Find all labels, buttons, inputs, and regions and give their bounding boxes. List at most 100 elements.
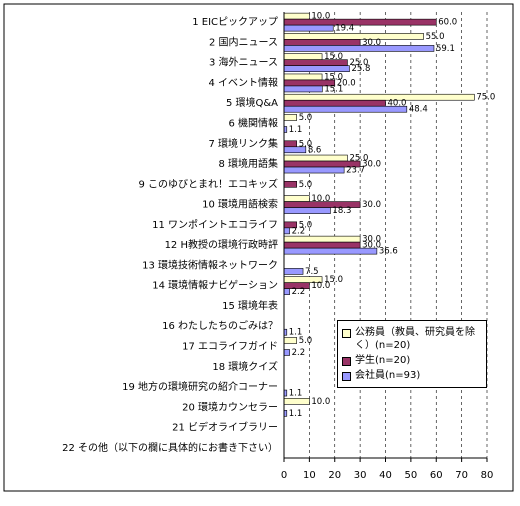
value-label: 5.0 bbox=[299, 180, 313, 190]
x-tick-label: 30 bbox=[354, 470, 367, 481]
x-tick-label: 10 bbox=[303, 470, 316, 481]
bar bbox=[283, 288, 290, 295]
y-tick-label: 10 環境用語検索 bbox=[202, 198, 278, 211]
value-label: 60.0 bbox=[438, 18, 457, 28]
value-label: 10.0 bbox=[311, 397, 330, 407]
legend-item: 公務員（教員、研究員を除く）(n=20) bbox=[342, 326, 482, 352]
value-label: 7.5 bbox=[305, 267, 319, 277]
bar bbox=[283, 65, 350, 72]
value-label: 18.3 bbox=[332, 206, 351, 216]
bar bbox=[283, 166, 345, 174]
y-tick-label: 4 イベント情報 bbox=[208, 76, 278, 89]
value-label: 8.6 bbox=[308, 145, 322, 155]
value-label: 30.0 bbox=[362, 241, 381, 251]
y-tick-label: 3 海外ニュース bbox=[209, 56, 278, 69]
value-label: 5.0 bbox=[299, 113, 313, 123]
bar bbox=[283, 105, 408, 113]
value-label: 20.0 bbox=[337, 78, 356, 88]
y-tick-label: 15 環境年表 bbox=[222, 299, 278, 312]
bar bbox=[283, 18, 437, 26]
bar bbox=[283, 59, 348, 66]
legend-label: 会社員(n=93) bbox=[355, 370, 421, 381]
value-label: 25.8 bbox=[351, 64, 370, 74]
x-tick-label: 60 bbox=[430, 470, 443, 481]
value-label: 30.0 bbox=[362, 38, 381, 48]
bar bbox=[283, 24, 334, 32]
value-label: 5.0 bbox=[299, 139, 313, 149]
y-tick-label: 19 地方の環境研究の紹介コーナー bbox=[122, 380, 278, 393]
y-tick-label: 1 EICピックアップ bbox=[192, 16, 278, 28]
value-label: 30.0 bbox=[362, 200, 381, 210]
bar bbox=[283, 154, 348, 162]
value-label: 15.1 bbox=[324, 84, 343, 94]
value-label: 1.1 bbox=[289, 125, 303, 135]
legend-label: 公務員（教員、研究員を除く）(n=20) bbox=[355, 327, 475, 351]
bar bbox=[283, 181, 297, 188]
value-label: 1.1 bbox=[289, 328, 303, 338]
value-label: 15.0 bbox=[324, 52, 343, 62]
legend-item: 会社員(n=93) bbox=[342, 369, 482, 382]
bar bbox=[283, 12, 310, 20]
legend-item: 学生(n=20) bbox=[342, 354, 482, 367]
y-tick-label: 11 ワンポイントエコライフ bbox=[152, 219, 278, 231]
value-label: 25.0 bbox=[349, 58, 368, 68]
value-label: 23.7 bbox=[346, 166, 365, 176]
value-label: 10.0 bbox=[311, 194, 330, 204]
x-tick-label: 50 bbox=[405, 470, 418, 481]
bar bbox=[283, 93, 475, 101]
value-label: 1.1 bbox=[289, 389, 303, 399]
y-tick-label: 5 環境Q&A bbox=[226, 96, 278, 109]
legend-swatch bbox=[342, 329, 351, 338]
y-tick-label: 6 機関情報 bbox=[228, 117, 278, 130]
bar bbox=[283, 235, 361, 243]
bar bbox=[283, 195, 310, 202]
x-tick-label: 80 bbox=[481, 470, 494, 481]
value-label: 2.2 bbox=[292, 348, 306, 358]
bar bbox=[283, 45, 435, 52]
value-label: 59.1 bbox=[436, 44, 455, 54]
y-tick-label: 12 H教授の環境行政時評 bbox=[165, 238, 278, 251]
bar bbox=[283, 33, 424, 40]
bar bbox=[283, 398, 310, 405]
x-tick-label: 40 bbox=[379, 470, 392, 481]
x-tick-label: 70 bbox=[455, 470, 468, 481]
legend-label: 学生(n=20) bbox=[355, 355, 411, 366]
legend: 公務員（教員、研究員を除く）(n=20) 学生(n=20) 会社員(n=93) bbox=[337, 320, 487, 388]
value-label: 30.0 bbox=[362, 235, 381, 245]
bar bbox=[283, 349, 290, 356]
value-label: 25.0 bbox=[349, 154, 368, 164]
legend-swatch bbox=[342, 372, 351, 381]
value-label: 30.0 bbox=[362, 160, 381, 170]
bar bbox=[283, 114, 297, 121]
legend-swatch bbox=[342, 357, 351, 366]
y-tick-label: 22 その他（以下の欄に具体的にお書き下さい） bbox=[62, 441, 278, 454]
bar bbox=[283, 53, 323, 60]
value-label: 15.0 bbox=[324, 275, 343, 285]
bar bbox=[283, 207, 331, 214]
y-tick-label: 14 環境情報ナビゲーション bbox=[152, 279, 278, 292]
bar bbox=[283, 146, 307, 154]
bar bbox=[283, 268, 304, 275]
value-label: 36.6 bbox=[379, 247, 398, 257]
value-label: 48.4 bbox=[409, 105, 428, 115]
chart-border bbox=[3, 3, 514, 492]
bar bbox=[283, 99, 386, 107]
y-tick-label: 7 環境リンク集 bbox=[208, 137, 278, 150]
value-label: 15.0 bbox=[324, 72, 343, 82]
bar bbox=[283, 73, 323, 81]
y-tick-label: 8 環境用語集 bbox=[218, 157, 278, 170]
bar bbox=[283, 337, 297, 344]
bar bbox=[283, 227, 290, 235]
value-label: 2.2 bbox=[292, 287, 306, 297]
bar bbox=[283, 39, 361, 46]
value-label: 19.4 bbox=[335, 24, 354, 34]
y-tick-label: 21 ビデオライブラリー bbox=[172, 421, 278, 434]
value-label: 2.2 bbox=[292, 226, 306, 236]
value-label: 10.0 bbox=[311, 281, 330, 291]
y-tick-label: 20 環境カウンセラー bbox=[182, 400, 278, 413]
y-tick-label: 2 国内ニュース bbox=[209, 35, 278, 48]
y-tick-label: 18 環境クイズ bbox=[212, 360, 278, 373]
value-label: 5.0 bbox=[299, 220, 313, 230]
